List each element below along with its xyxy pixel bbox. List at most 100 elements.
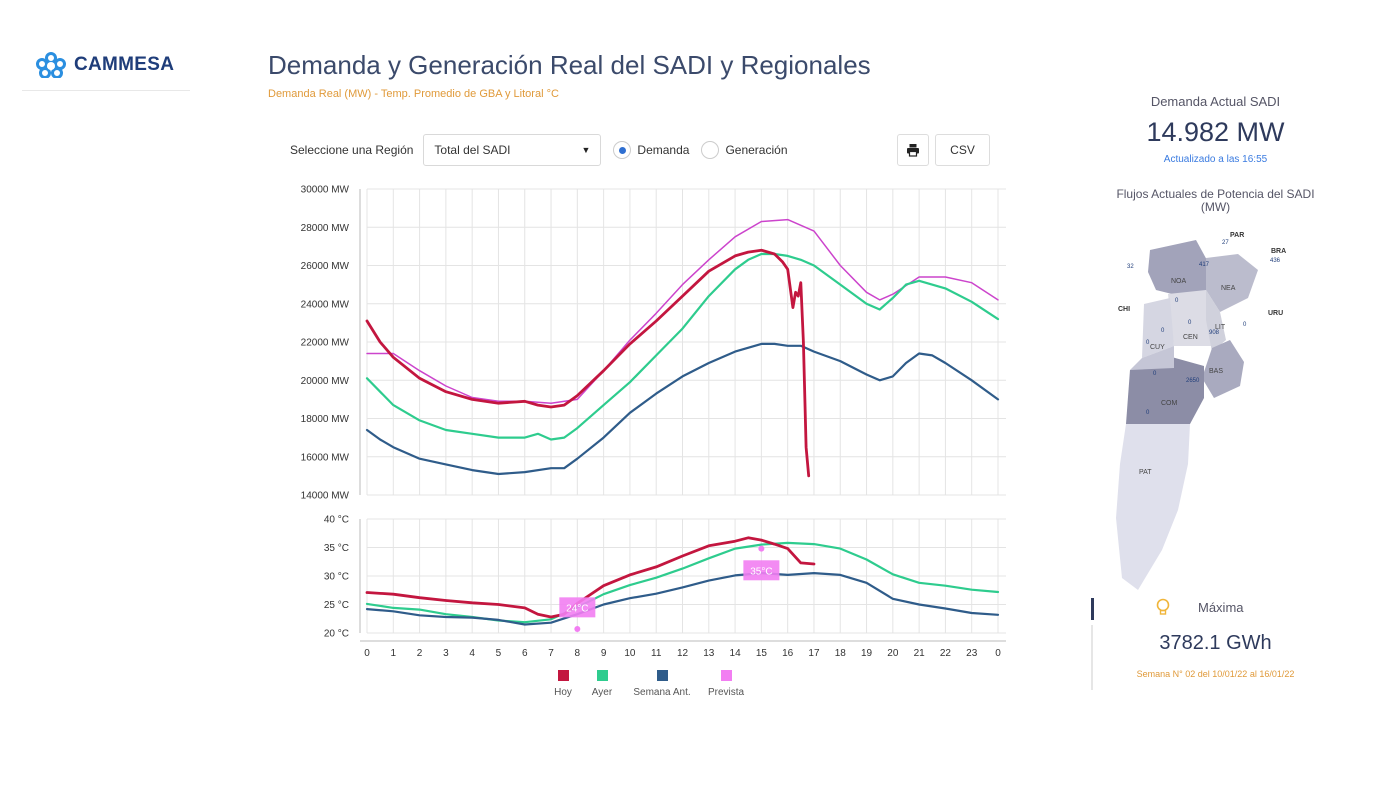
map-region-label: COM — [1161, 400, 1178, 407]
y-tick-label: 26000 MW — [301, 261, 350, 272]
y-tick-label: 20 °C — [324, 629, 349, 640]
x-tick-label: 5 — [496, 648, 502, 659]
forecast-label: 35°C — [750, 566, 772, 577]
legend-label: Prevista — [708, 687, 745, 698]
max-value: 3782.1 GWh — [1159, 632, 1272, 654]
forecast-marker — [758, 545, 765, 552]
x-tick-label: 0 — [364, 648, 370, 659]
map-region-label: PAT — [1139, 469, 1152, 476]
demand-title: Demanda Actual SADI — [1150, 94, 1281, 109]
y-tick-label: 18000 MW — [301, 414, 350, 425]
region-select-value: Total del SADI — [434, 143, 511, 157]
map-region-nea[interactable] — [1206, 254, 1258, 312]
series-line-semana-ant- — [365, 571, 1000, 626]
map-region-bas[interactable] — [1202, 340, 1244, 398]
caret-down-icon: ▼ — [581, 145, 591, 155]
map-region-cuy-south[interactable] — [1130, 346, 1174, 370]
radio-demand-dot[interactable] — [613, 141, 632, 159]
csv-button[interactable]: CSV — [935, 134, 990, 166]
y-tick-label: 25 °C — [324, 600, 349, 611]
forecast-label: 24°C — [566, 603, 588, 614]
radio-generation[interactable]: Generación — [701, 141, 788, 159]
demand-value: 14.982 MW — [1146, 117, 1285, 147]
map-neighbor-label: BRA — [1271, 248, 1287, 255]
brand-name: CAMMESA — [74, 54, 175, 75]
x-tick-label: 19 — [861, 648, 873, 659]
map-flow-value: 32 — [1127, 264, 1134, 270]
printer-icon — [907, 144, 919, 157]
flower-icon — [36, 52, 66, 78]
map-region-label: BAS — [1209, 368, 1224, 375]
x-tick-label: 15 — [756, 648, 768, 659]
radio-generation-dot[interactable] — [701, 141, 720, 159]
map-flow-value: 0 — [1146, 340, 1150, 346]
x-tick-label: 3 — [443, 648, 449, 659]
y-tick-label: 30000 MW — [301, 185, 350, 196]
radio-demand[interactable]: Demanda — [613, 141, 689, 159]
week-text: Semana N° 02 del 10/01/22 al 16/01/22 — [1136, 669, 1295, 679]
y-tick-label: 35 °C — [324, 543, 349, 554]
panel-marker — [1091, 598, 1094, 620]
brand-logo[interactable]: CAMMESA — [36, 52, 174, 78]
map-flow-value: 0 — [1188, 320, 1192, 326]
max-label: Máxima — [1198, 600, 1244, 615]
x-tick-label: 17 — [808, 648, 820, 659]
y-tick-label: 22000 MW — [301, 338, 350, 349]
x-tick-label: 13 — [703, 648, 715, 659]
x-tick-label: 20 — [887, 648, 899, 659]
forecast-label-box — [743, 560, 780, 581]
legend-label: Hoy — [554, 687, 572, 698]
y-tick-label: 16000 MW — [301, 452, 350, 463]
x-tick-label: 22 — [940, 648, 952, 659]
series-line-prevista — [366, 218, 999, 404]
map-neighbor-label: URU — [1268, 310, 1284, 317]
x-tick-label: 12 — [677, 648, 689, 659]
x-tick-label: 0 — [995, 648, 1001, 659]
map-flow-value: 0 — [1153, 371, 1157, 377]
map-region-lit[interactable] — [1206, 290, 1226, 352]
updated-text: Actualizado a las 16:55 — [1163, 154, 1268, 165]
map-region-cuy[interactable] — [1142, 298, 1174, 358]
x-tick-label: 14 — [730, 648, 742, 659]
series-line-ayer — [365, 252, 1000, 441]
legend-swatch — [558, 670, 569, 681]
radio-generation-label: Generación — [725, 143, 788, 157]
legend-swatch — [597, 670, 608, 681]
map-flow-value: 0 — [1243, 322, 1247, 328]
x-tick-label: 8 — [575, 648, 581, 659]
x-tick-label: 21 — [914, 648, 926, 659]
y-tick-label: 28000 MW — [301, 223, 350, 234]
series-line-semana-ant- — [365, 342, 1000, 476]
page-subtitle: Demanda Real (MW) - Temp. Promedio de GB… — [268, 88, 559, 100]
y-tick-label: 30 °C — [324, 572, 349, 583]
map-neighbor-label: CHI — [1118, 306, 1131, 313]
map-region-com[interactable] — [1126, 356, 1204, 424]
map-flow-value: 436 — [1270, 258, 1281, 264]
x-tick-label: 6 — [522, 648, 528, 659]
x-tick-label: 11 — [651, 648, 662, 659]
map-region-pat[interactable] — [1116, 424, 1190, 590]
print-button[interactable] — [897, 134, 929, 166]
flows-title: Flujos Actuales de Potencia del SADI (MW… — [1116, 187, 1315, 214]
forecast-marker — [574, 626, 581, 633]
map-flow-value: 27 — [1222, 240, 1229, 246]
forecast-label-box — [559, 597, 596, 618]
map-region-noa[interactable] — [1148, 240, 1208, 298]
map-flow-value: 0 — [1161, 328, 1165, 334]
radio-demand-label: Demanda — [637, 143, 690, 157]
sadi-map[interactable] — [1108, 228, 1298, 593]
region-label: Seleccione una Región — [290, 143, 414, 157]
map-flow-value: 417 — [1199, 262, 1210, 268]
map-region-label: CUY — [1150, 344, 1165, 351]
x-tick-label: 18 — [835, 648, 847, 659]
map-region-label: CEN — [1183, 334, 1198, 341]
series-line-hoy — [365, 248, 811, 478]
region-select[interactable]: Total del SADI ▼ — [423, 134, 602, 166]
x-tick-label: 4 — [469, 648, 475, 659]
legend-swatch — [721, 670, 732, 681]
map-region-label: NOA — [1171, 278, 1187, 285]
legend-label: Semana Ant. — [633, 687, 690, 698]
x-tick-label: 2 — [417, 648, 423, 659]
map-flow-value: 2650 — [1186, 378, 1200, 384]
